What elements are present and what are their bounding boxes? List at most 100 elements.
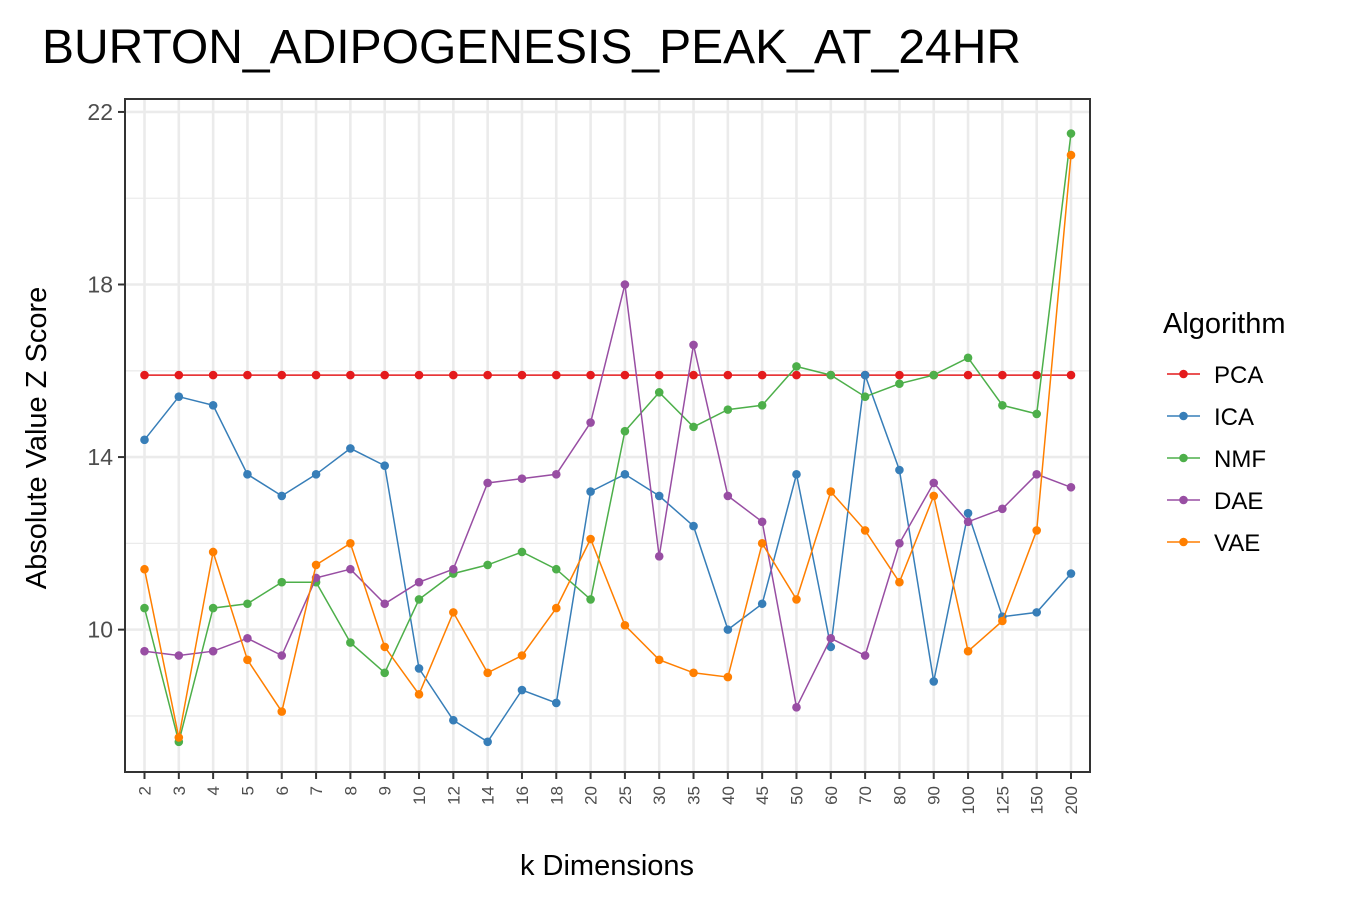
point-dae	[757, 517, 767, 527]
point-ica	[517, 685, 527, 695]
point-nmf	[414, 595, 424, 604]
point-vae	[826, 487, 836, 496]
point-vae	[174, 733, 184, 742]
point-ica	[929, 677, 939, 686]
point-vae	[380, 642, 390, 652]
point-pca	[792, 370, 801, 380]
point-ica	[723, 625, 733, 634]
point-vae	[449, 608, 458, 617]
series-line-nmf	[143, 133, 1072, 742]
point-ica	[277, 491, 287, 501]
point-dae	[792, 702, 801, 712]
point-dae	[346, 564, 355, 574]
y-tick-label: 10	[87, 617, 113, 643]
point-dae	[277, 651, 287, 660]
legend: Algorithm PCA ICA NMF DAE VAE	[1163, 308, 1286, 557]
point-pca	[311, 370, 321, 380]
point-nmf	[1032, 409, 1041, 419]
point-ica	[826, 642, 836, 652]
point-pca	[654, 370, 664, 380]
x-tick-label: 14	[479, 786, 498, 805]
point-vae	[586, 534, 595, 544]
point-nmf	[998, 401, 1007, 410]
point-ica	[1066, 569, 1076, 578]
point-ica	[620, 470, 630, 479]
x-tick-label: 5	[238, 786, 257, 795]
chart-title: BURTON_ADIPOGENESIS_PEAK_AT_24HR	[42, 21, 1021, 74]
x-tick-label: 2	[136, 786, 155, 795]
point-dae	[654, 551, 664, 561]
point-ica	[174, 392, 184, 401]
y-tick-label: 18	[87, 272, 113, 298]
point-ica	[654, 491, 664, 501]
x-tick-label: 125	[993, 786, 1012, 814]
x-tick-label: 200	[1062, 786, 1081, 814]
point-nmf	[620, 426, 630, 436]
point-dae	[243, 633, 252, 643]
point-dae	[860, 651, 870, 660]
point-vae	[243, 655, 252, 665]
legend-label: ICA	[1214, 404, 1254, 431]
point-nmf	[277, 577, 287, 587]
point-pca	[277, 370, 287, 380]
point-dae	[586, 418, 595, 427]
point-ica	[689, 521, 698, 531]
point-ica	[140, 435, 149, 445]
point-pca	[483, 370, 492, 380]
point-pca	[1066, 370, 1076, 380]
y-axis-title: Absolute Value Z Score	[21, 287, 53, 590]
point-vae	[551, 603, 561, 613]
point-pca	[586, 370, 595, 380]
point-vae	[346, 539, 355, 548]
point-vae	[963, 646, 973, 656]
x-axis-title: k Dimensions	[520, 850, 694, 882]
point-dae	[689, 340, 698, 350]
x-tick-label: 70	[856, 786, 875, 805]
point-ica	[860, 370, 870, 380]
point-vae	[929, 491, 939, 501]
point-nmf	[654, 388, 664, 397]
x-tick-label: 7	[307, 786, 326, 795]
point-dae	[174, 651, 184, 660]
point-dae	[140, 646, 149, 656]
point-pca	[1032, 370, 1041, 380]
point-dae	[517, 474, 527, 483]
point-dae	[414, 577, 424, 587]
point-dae	[929, 478, 939, 488]
x-tick-label: 3	[170, 786, 189, 795]
point-nmf	[1066, 129, 1076, 138]
point-nmf	[517, 547, 527, 557]
point-vae	[208, 547, 218, 557]
point-pca	[346, 370, 355, 380]
series-line-dae	[144, 284, 1072, 710]
point-nmf	[963, 353, 973, 363]
x-tick-label: 9	[376, 786, 395, 795]
point-nmf	[826, 370, 836, 380]
point-dae	[551, 470, 561, 479]
point-vae	[140, 564, 149, 574]
point-nmf	[483, 560, 492, 570]
x-tick-label: 150	[1028, 786, 1047, 814]
x-tick-label: 10	[410, 786, 429, 805]
point-dae	[208, 646, 218, 656]
point-nmf	[860, 392, 870, 401]
point-dae	[380, 599, 390, 609]
point-dae	[826, 633, 836, 643]
point-pca	[449, 370, 458, 380]
point-vae	[654, 655, 664, 665]
x-tick-label: 30	[650, 786, 669, 805]
point-ica	[792, 470, 801, 479]
point-pca	[208, 370, 218, 380]
legend-label: DAE	[1214, 488, 1263, 515]
x-tick-label: 80	[890, 786, 909, 805]
point-pca	[380, 370, 390, 380]
point-vae	[895, 577, 904, 587]
x-tick-label: 50	[787, 786, 806, 805]
x-tick-label: 45	[753, 786, 772, 805]
point-pca	[963, 370, 973, 380]
point-vae	[792, 595, 801, 604]
point-pca	[723, 370, 733, 380]
point-dae	[723, 491, 733, 501]
point-ica	[963, 508, 973, 518]
